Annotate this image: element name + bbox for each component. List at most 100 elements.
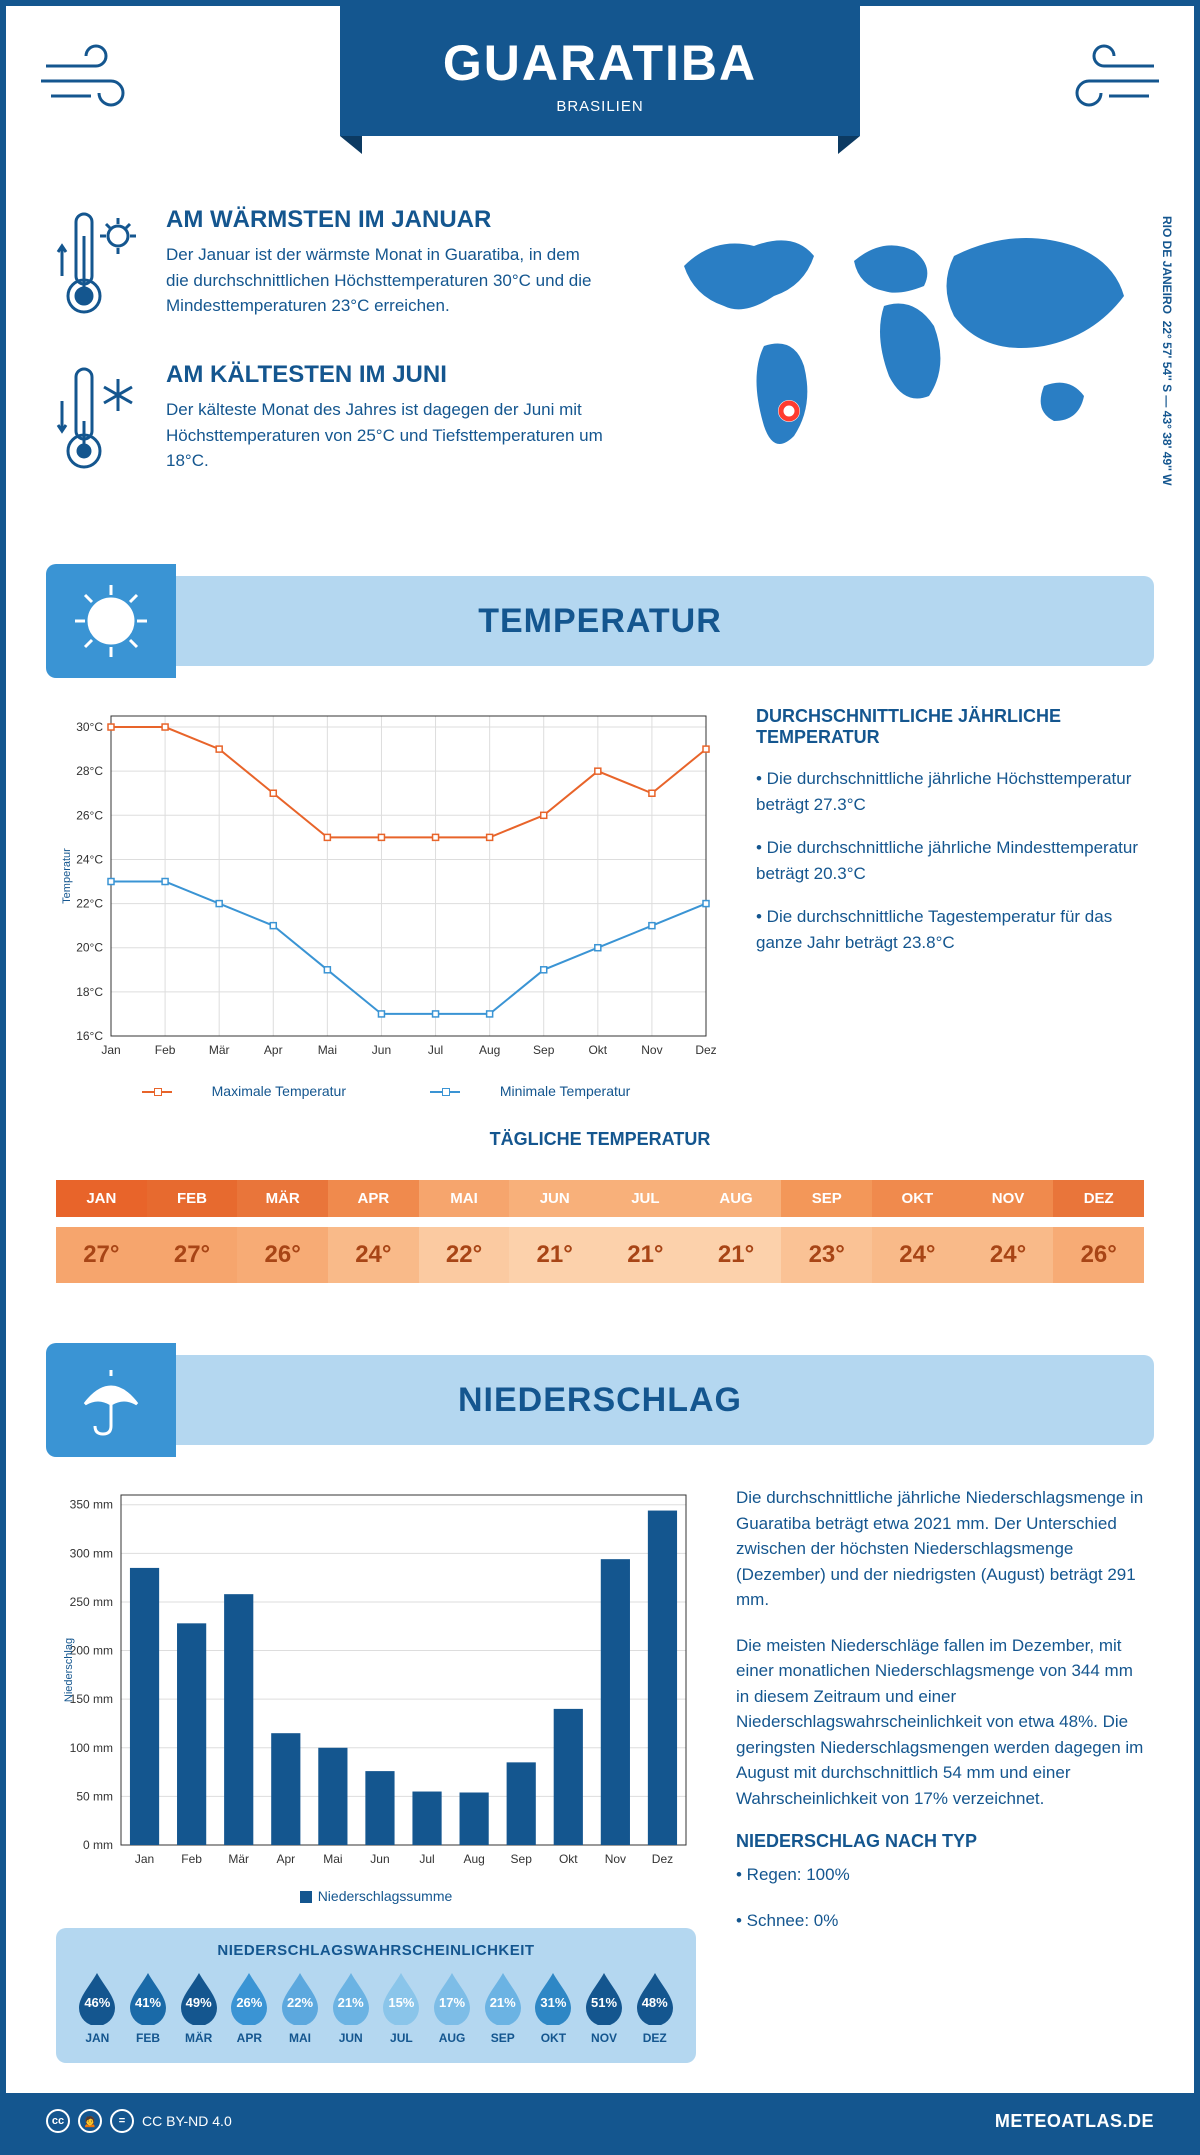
daily-temp-grid: JAN 27° FEB 27° MÄR 26° APR 24° MAI 22° … bbox=[56, 1168, 1144, 1295]
svg-text:24°C: 24°C bbox=[76, 852, 103, 866]
title-banner: GUARATIBA BRASILIEN bbox=[340, 6, 860, 136]
daily-temp-cell: OKT 24° bbox=[872, 1168, 963, 1295]
thermometer-snow-icon bbox=[56, 361, 146, 486]
svg-text:28°C: 28°C bbox=[76, 764, 103, 778]
temperature-section: 16°C18°C20°C22°C24°C26°C28°C30°CJanFebMä… bbox=[6, 686, 1194, 1119]
svg-text:0 mm: 0 mm bbox=[83, 1838, 113, 1852]
probability-box: NIEDERSCHLAGSWAHRSCHEINLICHKEIT 46% JAN … bbox=[56, 1928, 696, 2063]
license-block: cc 🙍 = CC BY-ND 4.0 bbox=[46, 2109, 232, 2133]
svg-text:Nov: Nov bbox=[605, 1852, 626, 1866]
svg-text:Dez: Dez bbox=[695, 1043, 716, 1057]
probability-drop: 26% APR bbox=[226, 1971, 273, 2045]
section-header-temp: TEMPERATUR bbox=[46, 576, 1154, 666]
svg-text:Jul: Jul bbox=[419, 1852, 434, 1866]
probability-drop: 31% OKT bbox=[530, 1971, 577, 2045]
daily-temp-cell: FEB 27° bbox=[147, 1168, 238, 1295]
svg-text:Mär: Mär bbox=[209, 1043, 230, 1057]
coldest-title: AM KÄLTESTEN IM JUNI bbox=[166, 361, 604, 389]
svg-text:350 mm: 350 mm bbox=[70, 1498, 113, 1512]
header: GUARATIBA BRASILIEN bbox=[6, 6, 1194, 176]
daily-temp-cell: JAN 27° bbox=[56, 1168, 147, 1295]
svg-text:Apr: Apr bbox=[264, 1043, 283, 1057]
brand-label: METEOATLAS.DE bbox=[995, 2111, 1154, 2132]
svg-text:30°C: 30°C bbox=[76, 720, 103, 734]
probability-drop: 41% FEB bbox=[125, 1971, 172, 2045]
svg-text:20°C: 20°C bbox=[76, 941, 103, 955]
map-column: RIO DE JANEIRO 22° 57' 54'' S — 43° 38' … bbox=[644, 206, 1144, 516]
nd-icon: = bbox=[110, 2109, 134, 2133]
daily-temp-cell: MÄR 26° bbox=[237, 1168, 328, 1295]
probability-drop: 51% NOV bbox=[581, 1971, 628, 2045]
wind-icon bbox=[36, 36, 156, 121]
daily-temp-cell: APR 24° bbox=[328, 1168, 419, 1295]
svg-text:Jan: Jan bbox=[101, 1043, 120, 1057]
precip-chart-legend: Niederschlagssumme bbox=[56, 1888, 696, 1904]
annual-temp-bullet: • Die durchschnittliche Tagestemperatur … bbox=[756, 904, 1144, 955]
daily-temp-cell: AUG 21° bbox=[691, 1168, 782, 1295]
svg-text:150 mm: 150 mm bbox=[70, 1692, 113, 1706]
probability-drop: 15% JUL bbox=[378, 1971, 425, 2045]
svg-text:Mai: Mai bbox=[318, 1043, 337, 1057]
svg-text:22°C: 22°C bbox=[76, 897, 103, 911]
daily-temp-title: TÄGLICHE TEMPERATUR bbox=[56, 1129, 1144, 1150]
svg-text:Dez: Dez bbox=[652, 1852, 673, 1866]
probability-title: NIEDERSCHLAGSWAHRSCHEINLICHKEIT bbox=[74, 1942, 678, 1959]
svg-text:Jun: Jun bbox=[370, 1852, 389, 1866]
wind-icon bbox=[1044, 36, 1164, 121]
svg-text:Apr: Apr bbox=[276, 1852, 295, 1866]
probability-drop: 22% MAI bbox=[277, 1971, 324, 2045]
annual-temp-bullet: • Die durchschnittliche jährliche Mindes… bbox=[756, 835, 1144, 886]
by-icon: 🙍 bbox=[78, 2109, 102, 2133]
precip-type-title: NIEDERSCHLAG NACH TYP bbox=[736, 1831, 1144, 1852]
page-container: GUARATIBA BRASILIEN AM WÄRMSTE bbox=[0, 0, 1200, 2155]
svg-text:Okt: Okt bbox=[559, 1852, 578, 1866]
section-title-precip: NIEDERSCHLAG bbox=[458, 1381, 742, 1420]
svg-text:Jan: Jan bbox=[135, 1852, 154, 1866]
coldest-text: Der kälteste Monat des Jahres ist dagege… bbox=[166, 397, 604, 474]
coldest-block: AM KÄLTESTEN IM JUNI Der kälteste Monat … bbox=[56, 361, 604, 486]
section-title-temp: TEMPERATUR bbox=[478, 602, 722, 641]
warmest-text: Der Januar ist der wärmste Monat in Guar… bbox=[166, 242, 604, 319]
probability-drop: 21% JUN bbox=[327, 1971, 374, 2045]
svg-text:300 mm: 300 mm bbox=[70, 1546, 113, 1560]
svg-text:Mär: Mär bbox=[228, 1852, 249, 1866]
svg-text:Aug: Aug bbox=[479, 1043, 500, 1057]
svg-text:100 mm: 100 mm bbox=[70, 1741, 113, 1755]
temp-chart-legend: Maximale Temperatur Minimale Temperatur bbox=[56, 1083, 716, 1099]
svg-text:Jul: Jul bbox=[428, 1043, 443, 1057]
annual-temp-bullet: • Die durchschnittliche jährliche Höchst… bbox=[756, 766, 1144, 817]
svg-text:16°C: 16°C bbox=[76, 1029, 103, 1043]
umbrella-icon bbox=[46, 1343, 176, 1457]
warmest-block: AM WÄRMSTEN IM JANUAR Der Januar ist der… bbox=[56, 206, 604, 331]
precipitation-text: Die durchschnittliche jährliche Niedersc… bbox=[736, 1485, 1144, 2063]
temperature-summary: DURCHSCHNITTLICHE JÄHRLICHE TEMPERATUR •… bbox=[756, 706, 1144, 1099]
svg-text:26°C: 26°C bbox=[76, 808, 103, 822]
daily-temp-cell: DEZ 26° bbox=[1053, 1168, 1144, 1295]
precipitation-chart: 0 mm 50 mm 100 mm 150 mm 200 mm 250 mm 300 mm 3… bbox=[56, 1485, 696, 1875]
page-title: GUARATIBA bbox=[340, 34, 860, 92]
cc-icon: cc bbox=[46, 2109, 70, 2133]
svg-text:Jun: Jun bbox=[372, 1043, 391, 1057]
warmest-title: AM WÄRMSTEN IM JANUAR bbox=[166, 206, 604, 234]
probability-drop: 21% SEP bbox=[479, 1971, 526, 2045]
coordinates-label: RIO DE JANEIRO 22° 57' 54'' S — 43° 38' … bbox=[1160, 216, 1174, 486]
svg-text:200 mm: 200 mm bbox=[70, 1644, 113, 1658]
world-map-icon bbox=[644, 206, 1144, 476]
probability-drop: 46% JAN bbox=[74, 1971, 121, 2045]
footer: cc 🙍 = CC BY-ND 4.0 METEOATLAS.DE bbox=[6, 2093, 1194, 2149]
thermometer-sun-icon bbox=[56, 206, 146, 331]
svg-text:Feb: Feb bbox=[155, 1043, 176, 1057]
svg-text:Aug: Aug bbox=[463, 1852, 484, 1866]
precip-paragraph: Die meisten Niederschläge fallen im Deze… bbox=[736, 1633, 1144, 1812]
precipitation-section: 0 mm 50 mm 100 mm 150 mm 200 mm 250 mm 300 mm 3… bbox=[6, 1465, 1194, 2093]
svg-text:250 mm: 250 mm bbox=[70, 1595, 113, 1609]
sun-icon bbox=[46, 564, 176, 678]
daily-temp-section: TÄGLICHE TEMPERATUR JAN 27° FEB 27° MÄR … bbox=[6, 1119, 1194, 1335]
daily-temp-cell: NOV 24° bbox=[963, 1168, 1054, 1295]
daily-temp-cell: SEP 23° bbox=[781, 1168, 872, 1295]
intro-text-column: AM WÄRMSTEN IM JANUAR Der Januar ist der… bbox=[56, 206, 604, 516]
precipitation-left-column: 0 mm 50 mm 100 mm 150 mm 200 mm 250 mm 300 mm 3… bbox=[56, 1485, 696, 2063]
svg-text:50 mm: 50 mm bbox=[76, 1789, 113, 1803]
precip-type-rain: • Regen: 100% bbox=[736, 1862, 1144, 1888]
probability-drop: 48% DEZ bbox=[631, 1971, 678, 2045]
